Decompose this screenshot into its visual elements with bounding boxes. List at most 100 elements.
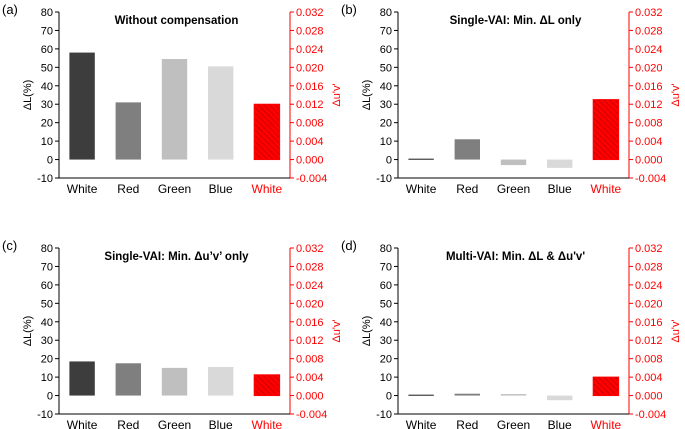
right-tick-label: 0.008 [296,354,324,366]
left-tick-label: 10 [41,372,53,384]
right-tick-label: 0.024 [635,280,663,292]
left-tick-label: 20 [380,354,392,366]
panel-letter: (d) [341,238,357,253]
left-tick-label: 50 [41,298,53,310]
left-tick-label: 30 [41,335,53,347]
right-tick-label: 0.024 [296,44,324,56]
bar-duv-white-4 [592,376,620,397]
y-axis-title: ΔL(%) [22,80,34,111]
panel-letter: (b) [341,2,357,17]
right-tick-label: 0.028 [635,25,663,37]
right-tick-label: 0.004 [635,372,663,384]
bar-duv-white-4 [592,99,620,161]
right-tick-label: -0.004 [296,173,327,185]
right-tick-label: 0.000 [635,391,663,403]
right-tick-label: -0.004 [296,409,327,421]
bar-dl-green-2 [161,367,188,396]
left-tick-label: 10 [380,136,392,148]
left-tick-label: 60 [41,44,53,56]
right-tick-label: 0.028 [635,261,663,273]
left-tick-label: 60 [41,280,53,292]
right-tick-label: 0.016 [296,317,324,329]
right-tick-label: 0.004 [296,372,324,384]
bar-dl-white-0 [69,361,95,396]
bar-dl-green-2 [161,59,188,160]
right-tick-label: 0.004 [635,136,663,148]
right-tick-label: 0.000 [296,155,324,167]
right-tick-label: 0.020 [296,298,324,310]
left-tick-label: 0 [386,391,392,403]
panel-title: Multi-VAI: Min. ΔL & Δu'v' [446,251,585,263]
category-label: White [591,182,622,196]
right-tick-label: 0.016 [635,317,663,329]
category-label: White [67,418,98,429]
left-tick-label: 30 [380,335,392,347]
right-tick-label: 0.024 [635,44,663,56]
left-tick-label: 70 [380,25,392,37]
left-tick-label: -10 [376,173,392,185]
bar-dl-blue-3 [546,395,573,401]
right-tick-label: 0.020 [296,62,324,74]
category-label: Blue [548,182,572,196]
left-tick-label: 50 [380,62,392,74]
left-tick-label: 0 [386,155,392,167]
right-tick-label: -0.004 [635,173,666,185]
y2-axis-title: Δu'v' [331,83,343,106]
left-tick-label: 0 [47,155,53,167]
right-tick-label: 0.016 [296,81,324,93]
category-label: White [406,182,437,196]
bar-dl-white-0 [69,52,95,160]
right-tick-label: 0.000 [635,155,663,167]
right-tick-label: 0.008 [635,354,663,366]
y2-axis-title: Δu'v' [331,319,343,342]
right-tick-label: 0.024 [296,280,324,292]
bar-dl-white-0 [408,158,434,160]
panel-b: (b) Single-VAI: Min. ΔL only -10 0 10 20 30 40 5… [341,2,682,196]
left-tick-label: 60 [380,44,392,56]
panel-c: (c) Single-VAI: Min. Δu’v’ only -10 0 10 20 30… [2,238,343,429]
bar-dl-green-2 [500,394,527,396]
left-tick-label: 40 [41,81,53,93]
category-label: White [591,418,622,429]
left-tick-label: 80 [41,243,53,255]
right-tick-label: 0.008 [296,118,324,130]
category-label: Green [158,182,191,196]
bar-dl-red-1 [454,393,481,396]
category-label: Green [158,418,191,429]
left-tick-label: 10 [380,372,392,384]
panel-title: Single-VAI: Min. ΔL only [450,15,582,27]
bar-dl-blue-3 [546,159,573,168]
left-tick-label: 70 [41,261,53,273]
category-label: Red [456,418,478,429]
left-tick-label: 50 [380,298,392,310]
panel-a: (a) Without compensation -10 0 10 20 30 40 50 60 7… [2,2,343,196]
right-tick-label: 0.028 [296,25,324,37]
category-label: Red [456,182,478,196]
y-axis-title: ΔL(%) [22,316,34,347]
right-tick-label: 0.032 [296,243,324,255]
left-tick-label: 80 [380,243,392,255]
left-tick-label: 40 [380,81,392,93]
panel-letter: (c) [2,238,17,253]
bar-dl-white-0 [408,394,434,396]
right-tick-label: 0.032 [635,7,663,19]
right-tick-label: 0.004 [296,136,324,148]
bar-dl-green-2 [500,159,527,166]
bar-duv-white-4 [253,103,281,161]
y-axis-title: ΔL(%) [361,316,373,347]
category-label: White [252,418,283,429]
left-tick-label: -10 [37,173,53,185]
category-label: Blue [209,418,233,429]
category-label: White [406,418,437,429]
category-label: Blue [548,418,572,429]
y2-axis-title: Δu'v' [670,83,682,106]
right-tick-label: 0.000 [296,391,324,403]
right-tick-label: 0.020 [635,62,663,74]
bar-dl-red-1 [115,102,142,160]
left-tick-label: 80 [41,7,53,19]
category-label: Green [497,182,530,196]
left-tick-label: 60 [380,280,392,292]
left-tick-label: 70 [380,261,392,273]
bar-dl-red-1 [115,363,142,396]
